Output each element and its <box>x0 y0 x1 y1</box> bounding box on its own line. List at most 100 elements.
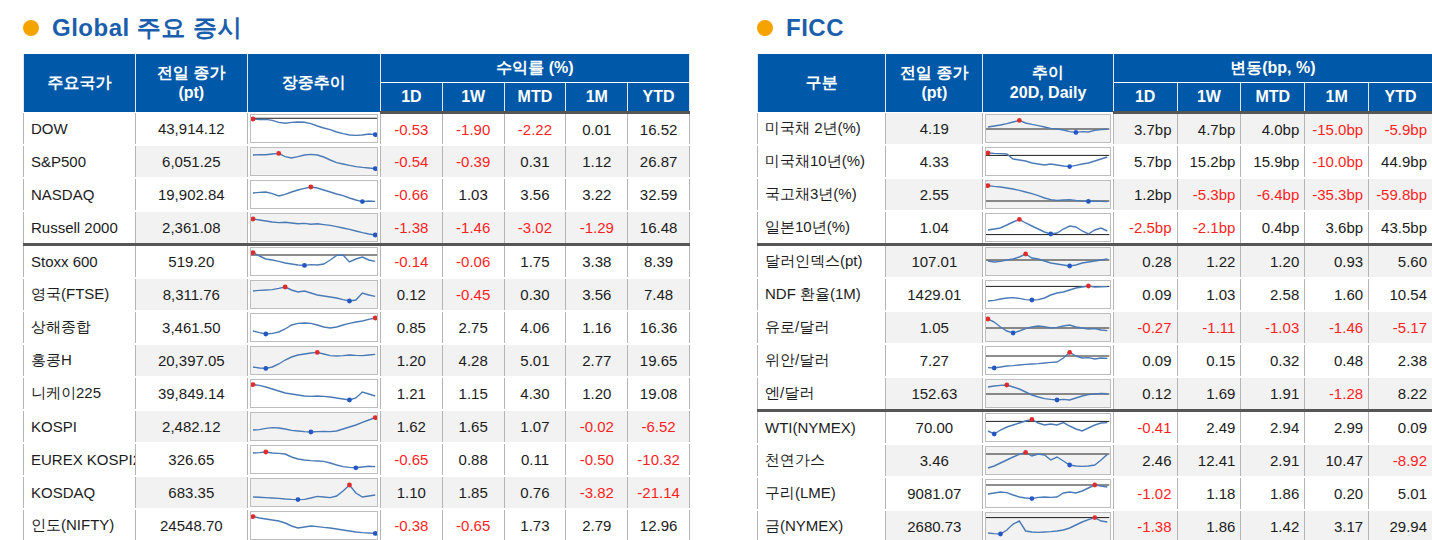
sparkline-cell <box>247 211 380 245</box>
sparkline-cell <box>983 311 1113 344</box>
value-cell: 2.75 <box>442 311 504 344</box>
max-dot <box>251 514 255 519</box>
value-cell: 1.75 <box>504 245 566 279</box>
sparkline-chart <box>251 347 377 374</box>
value-cell: -0.27 <box>1113 311 1177 344</box>
sparkline-box <box>250 478 378 507</box>
instrument-name-cell: 국고채3년(%) <box>758 178 886 211</box>
col-header-1w: 1W <box>1177 83 1241 113</box>
value-cell: 16.36 <box>628 311 690 344</box>
value-cell: 15.9bp <box>1241 145 1305 178</box>
value-cell: 26.87 <box>628 145 690 178</box>
table-row: KOSPI2,482.121.621.651.07-0.02-6.52 <box>24 410 690 443</box>
col-header-intraday: 장중추이 <box>247 54 380 113</box>
value-cell: 3.56 <box>566 278 628 311</box>
sparkline-box <box>250 180 378 209</box>
col-header-mtd: MTD <box>1241 83 1305 113</box>
value-cell: -8.92 <box>1369 444 1432 477</box>
previous-close-cell: 107.01 <box>886 245 983 279</box>
value-cell: -0.65 <box>442 509 504 540</box>
value-cell: -0.14 <box>380 245 442 279</box>
sparkline-box <box>250 379 378 408</box>
sparkline-cell <box>247 476 380 509</box>
value-cell: 12.41 <box>1177 444 1241 477</box>
max-dot <box>1024 252 1029 257</box>
min-dot <box>263 366 268 371</box>
max-dot <box>986 183 990 188</box>
col-header-1m: 1M <box>1305 83 1369 113</box>
table-row: 국고채3년(%)2.551.2bp-5.3bp-6.4bp-35.3bp-59.… <box>758 178 1432 211</box>
trend-line <box>253 318 375 334</box>
value-cell: 1.91 <box>1241 377 1305 411</box>
table-row: 달러인덱스(pt)107.010.281.221.200.935.60 <box>758 245 1432 279</box>
value-cell: -15.0bp <box>1305 113 1369 146</box>
instrument-name-cell: 달러인덱스(pt) <box>758 245 886 279</box>
value-cell: 5.01 <box>504 344 566 377</box>
min-dot <box>1055 398 1060 403</box>
sparkline-cell <box>983 344 1113 377</box>
max-dot <box>373 316 377 321</box>
value-cell: 29.94 <box>1369 510 1432 540</box>
instrument-name-cell: 인도(NIFTY) <box>24 509 136 540</box>
value-cell: -1.03 <box>1241 311 1305 344</box>
value-cell: 1.07 <box>504 410 566 443</box>
value-cell: -6.4bp <box>1241 178 1305 211</box>
max-dot <box>1017 118 1022 123</box>
previous-close-cell: 4.19 <box>886 113 983 146</box>
sparkline-box <box>985 512 1110 540</box>
sparkline-chart <box>251 479 377 506</box>
sparkline-box <box>250 313 378 342</box>
sparkline-cell <box>247 145 380 178</box>
value-cell: -3.02 <box>504 211 566 245</box>
table-row: S&P5006,051.25-0.54-0.390.311.1226.87 <box>24 145 690 178</box>
instrument-name-cell: 엔/달러 <box>758 377 886 411</box>
previous-close-cell: 683.35 <box>135 476 247 509</box>
previous-close-cell: 19,902.84 <box>135 178 247 211</box>
previous-close-cell: 24548.70 <box>135 509 247 540</box>
value-cell: 19.08 <box>628 377 690 410</box>
value-cell: -1.29 <box>566 211 628 245</box>
sparkline-chart <box>251 214 377 241</box>
max-dot <box>251 217 255 222</box>
sparkline-chart <box>986 513 1109 540</box>
value-cell: 4.28 <box>442 344 504 377</box>
sparkline-chart <box>986 115 1109 142</box>
value-cell: 3.6bp <box>1305 211 1369 245</box>
instrument-name-cell: 구리(LME) <box>758 477 886 510</box>
ficc-title-text: FICC <box>786 14 844 42</box>
sparkline-chart <box>986 148 1109 175</box>
value-cell: 0.48 <box>1305 344 1369 377</box>
value-cell: 5.01 <box>1369 477 1432 510</box>
min-dot <box>373 132 377 137</box>
previous-close-cell: 7.27 <box>886 344 983 377</box>
sparkline-cell <box>983 510 1113 540</box>
value-cell: -1.90 <box>442 113 504 146</box>
col-header-mtd: MTD <box>504 83 566 113</box>
value-cell: 1.20 <box>1241 245 1305 279</box>
value-cell: 16.52 <box>628 113 690 146</box>
trend-line <box>253 385 375 400</box>
value-cell: -0.66 <box>380 178 442 211</box>
table-row: KOSDAQ683.351.101.850.76-3.82-21.14 <box>24 476 690 509</box>
sparkline-chart <box>251 446 377 473</box>
table-row: 미국채10년(%)4.335.7bp15.2bp15.9bp-10.0bp44.… <box>758 145 1432 178</box>
min-dot <box>1074 130 1079 135</box>
instrument-name-cell: 상해종합 <box>24 311 136 344</box>
col-header-change-group: 변동(bp, %) <box>1113 54 1432 83</box>
value-cell: -0.39 <box>442 145 504 178</box>
table-row: 미국채 2년(%)4.193.7bp4.7bp4.0bp-15.0bp-5.9b… <box>758 113 1432 146</box>
max-dot <box>1093 515 1098 520</box>
value-cell: 0.76 <box>504 476 566 509</box>
sparkline-chart <box>251 380 377 407</box>
value-cell: 32.59 <box>628 178 690 211</box>
sparkline-cell <box>247 178 380 211</box>
min-dot <box>1068 463 1073 468</box>
value-cell: 1.18 <box>1177 477 1241 510</box>
trend-line <box>988 186 1107 202</box>
previous-close-cell: 6,051.25 <box>135 145 247 178</box>
sparkline-chart <box>986 281 1109 308</box>
instrument-name-cell: KOSPI <box>24 410 136 443</box>
previous-close-cell: 2,361.08 <box>135 211 247 245</box>
col-header-country: 주요국가 <box>24 54 136 113</box>
value-cell: -1.11 <box>1177 311 1241 344</box>
